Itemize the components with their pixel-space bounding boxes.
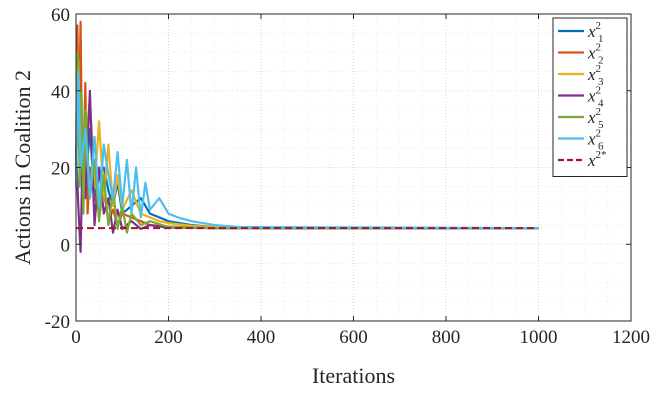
x-tick-label: 1200 <box>612 327 650 348</box>
y-tick-label: 40 <box>51 82 70 103</box>
legend-superscript: 2* <box>596 149 607 161</box>
legend-box <box>552 17 628 177</box>
series-line-5 <box>74 51 539 234</box>
legend-subscript: 5 <box>598 119 604 131</box>
x-tick-label: 800 <box>432 327 461 348</box>
legend-label: x2 5 <box>587 106 604 131</box>
legend-subscript: 3 <box>598 76 604 88</box>
legend-superscript: 2 <box>596 106 602 118</box>
x-tick-label: 0 <box>71 327 81 348</box>
legend-subscript: 1 <box>598 33 604 45</box>
x-tick-label: 400 <box>247 327 276 348</box>
legend: x2 1x2 2x2 3x2 4x2 5x2 6x2* <box>552 17 628 177</box>
legend-subscript: 6 <box>598 141 604 153</box>
legend-subscript: 4 <box>598 98 604 110</box>
y-tick-label: 20 <box>51 159 70 180</box>
legend-label: x2 3 <box>587 63 604 88</box>
x-tick-label: 600 <box>339 327 368 348</box>
series-line-6 <box>74 70 539 230</box>
legend-label: x2 1 <box>587 20 604 45</box>
legend-label: x2 2 <box>587 42 604 67</box>
legend-label: x2 6 <box>587 128 604 153</box>
series-layer <box>74 20 539 253</box>
x-axis-title: Iterations <box>312 363 395 388</box>
y-tick-label: -20 <box>45 312 70 333</box>
legend-label: x2* <box>587 149 607 170</box>
legend-subscript: 2 <box>598 55 604 67</box>
x-tick-label: 200 <box>154 327 183 348</box>
y-tick-label: 0 <box>61 235 71 256</box>
legend-superscript: 2 <box>596 128 602 140</box>
y-axis-title: Actions in Coalition 2 <box>10 70 35 265</box>
x-tick-label: 1000 <box>520 327 558 348</box>
legend-superscript: 2 <box>596 42 602 54</box>
y-tick-label: 60 <box>51 5 70 26</box>
legend-superscript: 2 <box>596 85 602 97</box>
legend-superscript: 2 <box>596 20 602 32</box>
legend-label: x2 4 <box>587 85 604 110</box>
legend-superscript: 2 <box>596 63 602 75</box>
